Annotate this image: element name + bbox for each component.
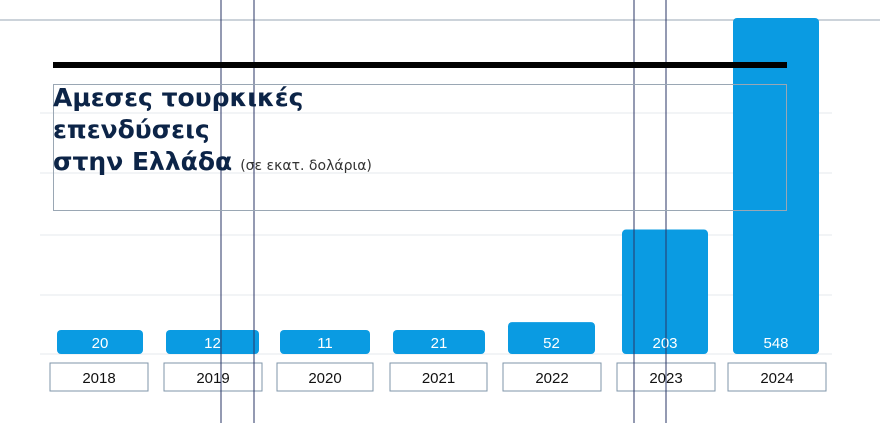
data-label: 548: [763, 335, 788, 352]
chart-subtitle: (σε εκατ. δολάρια): [240, 158, 372, 174]
title-line-3: στην Ελλάδα: [53, 147, 233, 176]
category-box: [389, 362, 488, 392]
category-box: [727, 362, 827, 392]
title-line-2: επενδύσεις: [53, 115, 210, 144]
title-rule: [53, 62, 787, 68]
bar-2024: [733, 18, 819, 354]
data-label: 20: [92, 335, 109, 352]
title-frame: [53, 84, 787, 211]
data-label: 21: [431, 335, 448, 352]
chart-title: Αμεσες τουρκικές επενδύσεις στην Ελλάδα (…: [53, 82, 372, 182]
bar-2019: [166, 330, 259, 354]
bar-2021: [393, 330, 485, 354]
category-box: [163, 362, 263, 392]
bar-2023: [622, 229, 708, 354]
data-label: 52: [543, 335, 560, 352]
bar-2022: [508, 322, 595, 354]
bar-2020: [280, 330, 370, 354]
data-label: 203: [652, 335, 677, 352]
title-line-1: Αμεσες τουρκικές: [53, 83, 304, 112]
category-label: 2019: [196, 370, 229, 387]
category-label: 2020: [308, 370, 341, 387]
data-label: 11: [317, 335, 333, 352]
category-label: 2018: [82, 370, 115, 387]
category-label: 2022: [535, 370, 568, 387]
category-label: 2024: [760, 370, 793, 387]
category-label: 2021: [422, 370, 455, 387]
bar-2018: [57, 330, 143, 354]
category-box: [276, 362, 374, 392]
category-box: [502, 362, 602, 392]
category-box: [49, 362, 149, 392]
data-label: 12: [204, 335, 221, 352]
